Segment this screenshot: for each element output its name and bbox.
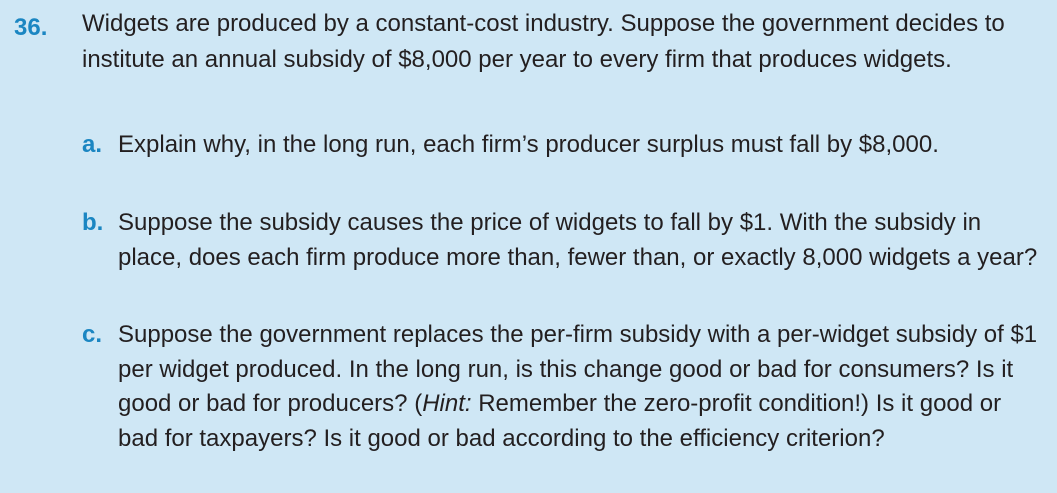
part-b-text: Suppose the subsidy causes the price of …: [118, 209, 1038, 271]
part-c-letter: c.: [82, 321, 103, 348]
part-c-text-after-hint: Remember the zero-profit condition!) Is …: [118, 390, 1002, 452]
part-b: b. Suppose the subsidy causes the price …: [82, 206, 1042, 275]
part-c-text-before-hint: Suppose the government replaces the per-…: [118, 321, 1038, 417]
problem-stem: Widgets are produced by a constant-cost …: [82, 10, 1005, 73]
hint-label: Hint:: [422, 390, 472, 417]
problem-number: 36.: [14, 14, 48, 41]
part-a-letter: a.: [82, 131, 103, 158]
part-c-text: Suppose the government replaces the per-…: [118, 318, 1042, 456]
part-a: a. Explain why, in the long run, each fi…: [82, 128, 1042, 163]
part-b-letter: b.: [82, 209, 104, 236]
part-a-text: Explain why, in the long run, each firm’…: [118, 131, 939, 158]
part-c: c. Suppose the government replaces the p…: [82, 318, 1042, 456]
